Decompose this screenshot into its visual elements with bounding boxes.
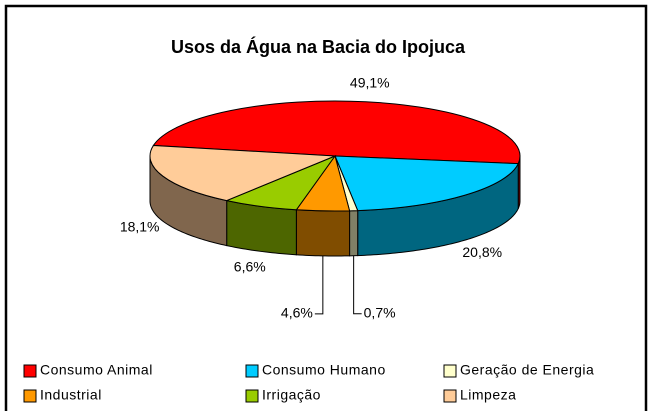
slice bbox=[149, 144, 336, 202]
data-label: 4,6% bbox=[281, 305, 313, 321]
data-label: 49,1% bbox=[350, 75, 390, 91]
legend-swatch bbox=[23, 364, 37, 378]
legend-label: Consumo Humano bbox=[262, 362, 386, 378]
legend-label: Consumo Animal bbox=[40, 362, 153, 378]
legend-swatch bbox=[23, 389, 37, 403]
legend-label: Industrial bbox=[40, 387, 102, 403]
chart-title: Usos da Água na Bacia do Ipojuca bbox=[171, 36, 466, 57]
slice bbox=[334, 155, 519, 212]
legend-label: Limpeza bbox=[460, 387, 516, 403]
leader-line bbox=[314, 255, 324, 315]
legend-label: Geração de Energia bbox=[460, 362, 594, 378]
data-label: 20,8% bbox=[462, 244, 502, 260]
data-label: 0,7% bbox=[364, 304, 396, 320]
legend-swatch bbox=[443, 389, 457, 403]
slice-side bbox=[295, 209, 351, 257]
slice bbox=[152, 100, 521, 165]
data-label: 6,6% bbox=[234, 258, 266, 274]
legend-label: Irrigação bbox=[262, 387, 321, 403]
legend-swatch bbox=[443, 364, 457, 378]
data-label: 18,1% bbox=[120, 219, 160, 235]
leader-line bbox=[353, 255, 362, 315]
legend-swatch bbox=[245, 364, 259, 378]
slice-side bbox=[349, 210, 359, 257]
legend-swatch bbox=[245, 389, 259, 403]
